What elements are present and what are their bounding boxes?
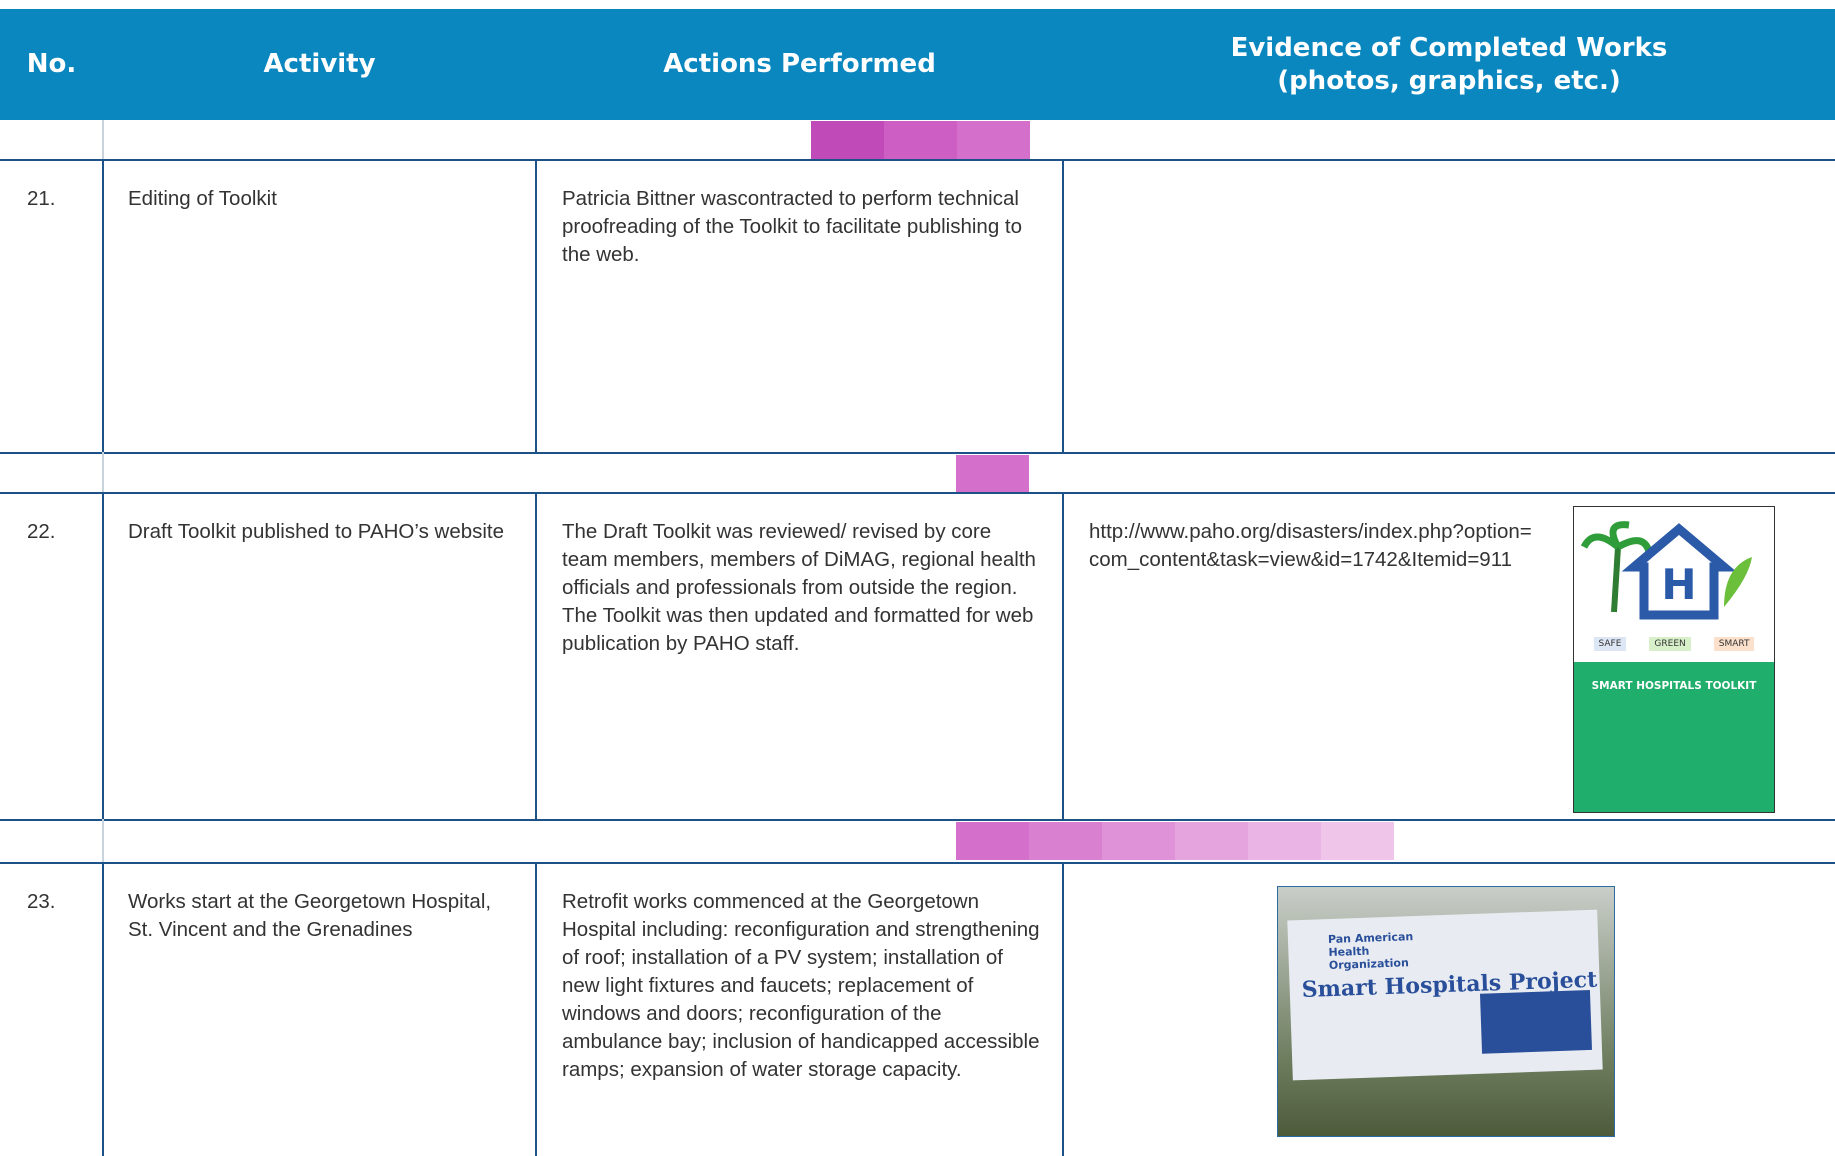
decor [1102, 822, 1175, 860]
decor [1248, 822, 1321, 860]
rule [535, 159, 537, 452]
decor [884, 121, 957, 159]
rule [535, 862, 537, 1156]
decor [1321, 822, 1394, 860]
action-text: The Draft Toolkit was reviewed/ revised … [562, 520, 1036, 599]
header-text: (photos, graphics, etc.) [1277, 65, 1621, 96]
house-h: H [1661, 560, 1696, 609]
rule [1062, 492, 1064, 819]
rule [1062, 159, 1064, 452]
header-cell: Activity [103, 9, 536, 120]
toolkit-cover: H SAFE GREEN SMART SMART HOSPITALS TOOLKIT [1573, 506, 1775, 813]
rule [0, 159, 1835, 161]
sign-photo: Pan American Health Organization Smart H… [1277, 886, 1615, 1137]
header-cell: Actions Performed [536, 9, 1063, 120]
rule [1062, 862, 1064, 1156]
row-number: 22. [27, 520, 56, 543]
actions: Patricia Bittner wascontracted to perfor… [562, 185, 1040, 269]
cover-logo: H [1580, 521, 1752, 620]
decor [1175, 822, 1248, 860]
rule [0, 452, 1835, 454]
action-text: The Toolkit was then updated and formatt… [562, 604, 1034, 655]
activity: Draft Toolkit published to PAHO’s websit… [128, 520, 505, 543]
cover-tags: SAFE GREEN SMART [1574, 631, 1774, 657]
rule [0, 492, 1835, 494]
rule [0, 862, 1835, 864]
decor [957, 121, 1030, 159]
palm [1580, 521, 1653, 554]
header-cell: Evidence of Completed Works (photos, gra… [1063, 9, 1835, 120]
leaf [1724, 557, 1752, 607]
house [1621, 523, 1737, 620]
evidence-link: http://www.paho.org/disasters/index.php?… [1089, 520, 1532, 571]
decor [956, 822, 1029, 860]
cover-tag: SMART [1713, 637, 1755, 651]
rule [102, 862, 104, 1156]
decor [1029, 822, 1102, 860]
decor [956, 455, 1029, 493]
rule [535, 492, 537, 819]
row-number: 23. [27, 890, 56, 913]
activity: Editing of Toolkit [128, 187, 277, 210]
cover-band: SMART HOSPITALS TOOLKIT [1574, 662, 1774, 812]
activity: Works start at the Georgetown Hospital, … [128, 890, 492, 941]
rule [0, 819, 1835, 821]
cover-tag: SAFE [1593, 637, 1627, 651]
cover-tag: GREEN [1649, 637, 1691, 651]
palm [1611, 546, 1621, 613]
rule [102, 492, 104, 819]
actions: The Draft Toolkit was reviewed/ revised … [562, 518, 1040, 658]
header-text: Evidence of Completed Works [1230, 32, 1668, 63]
decor [811, 121, 884, 159]
sign: Pan American Health Organization Smart H… [1287, 909, 1603, 1081]
action-text: Retrofit works commenced at the Georgeto… [562, 890, 1040, 1081]
sign-org: Pan American Health Organization [1327, 930, 1414, 973]
cover-title: SMART HOSPITALS TOOLKIT [1591, 680, 1757, 692]
actions: Retrofit works commenced at the Georgeto… [562, 888, 1040, 1084]
sign-panel [1479, 989, 1593, 1054]
rule [102, 159, 104, 452]
row-number: 21. [27, 187, 56, 210]
action-text: Patricia Bittner wascontracted to perfor… [562, 187, 1023, 266]
header-cell: No. [0, 9, 103, 120]
